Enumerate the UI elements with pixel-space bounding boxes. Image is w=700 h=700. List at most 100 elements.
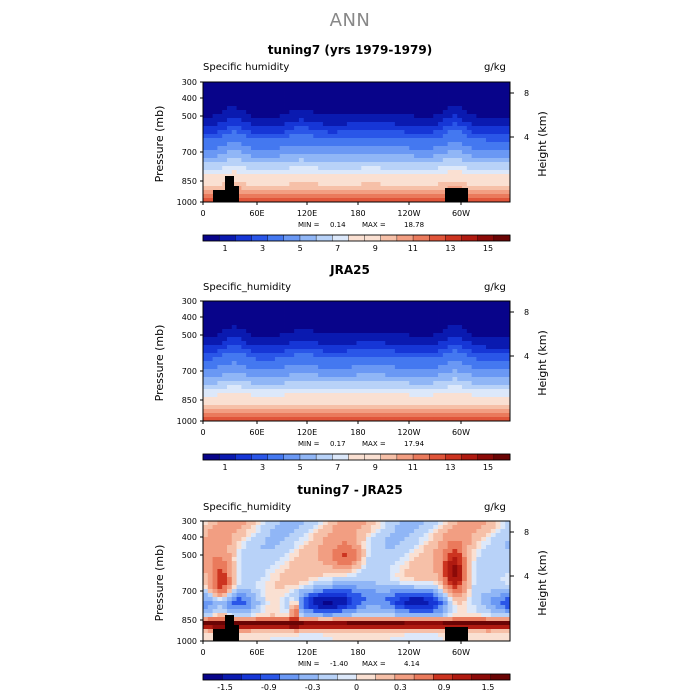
field-cell — [452, 94, 458, 99]
field-cell — [452, 357, 458, 362]
field-cell — [505, 114, 511, 119]
field-cell — [212, 106, 218, 111]
field-cell — [294, 389, 300, 394]
field-cell — [375, 337, 381, 342]
field-cell — [385, 305, 391, 310]
field-cell — [351, 126, 357, 131]
field-cell — [490, 357, 497, 362]
field-cell — [226, 361, 233, 366]
field-cell — [318, 521, 324, 526]
field-cell — [217, 186, 223, 191]
field-cell — [380, 317, 386, 322]
field-cell — [356, 126, 362, 131]
field-cell — [236, 134, 242, 139]
field-cell — [318, 389, 324, 394]
field-cell — [370, 198, 377, 203]
colorbar-label: 5 — [298, 463, 303, 472]
field-cell — [332, 537, 338, 542]
field-cell — [500, 329, 506, 334]
field-cell — [351, 345, 357, 350]
field-cell — [203, 409, 209, 414]
field-cell — [390, 170, 396, 175]
field-cell — [375, 150, 381, 155]
field-cell — [313, 170, 319, 175]
field-cell — [294, 385, 300, 390]
field-cell — [298, 537, 305, 542]
field-cell — [380, 86, 386, 91]
field-cell — [399, 305, 405, 310]
field-cell — [231, 134, 237, 139]
field-cell — [414, 405, 420, 410]
field-cell — [409, 170, 415, 175]
field-cell — [313, 102, 319, 107]
field-cell — [418, 397, 425, 402]
field-cell — [442, 529, 449, 534]
field-cell — [370, 389, 377, 394]
field-cell — [250, 561, 257, 566]
field-cell — [222, 118, 228, 123]
field-cell — [399, 321, 405, 326]
field-cell — [236, 409, 242, 414]
field-cell — [217, 397, 223, 402]
field-cell — [428, 301, 434, 306]
field-cell — [380, 94, 386, 99]
field-cell — [241, 381, 247, 386]
field-cell — [255, 102, 261, 107]
field-cell — [490, 365, 497, 370]
field-cell — [500, 577, 506, 582]
field-cell — [207, 349, 213, 354]
field-cell — [342, 557, 348, 562]
field-cell — [313, 409, 319, 414]
field-cell — [390, 301, 396, 306]
field-cell — [212, 537, 218, 542]
field-cell — [346, 333, 353, 338]
field-cell — [500, 194, 506, 199]
field-cell — [394, 329, 401, 334]
field-cell — [203, 537, 209, 542]
field-cell — [505, 405, 511, 410]
field-cell — [308, 158, 314, 163]
field-cell — [236, 114, 242, 119]
field-cell — [298, 102, 305, 107]
field-cell — [284, 541, 290, 546]
field-cell — [346, 545, 353, 550]
field-cell — [279, 142, 285, 147]
field-cell — [212, 549, 218, 554]
field-cell — [438, 349, 444, 354]
field-cell — [255, 417, 261, 422]
field-cell — [236, 345, 242, 350]
field-cell — [207, 405, 213, 410]
field-cell — [236, 138, 242, 143]
field-cell — [241, 361, 247, 366]
field-cell — [236, 385, 242, 390]
field-cell — [231, 154, 237, 159]
field-cell — [241, 146, 247, 151]
field-cell — [250, 102, 257, 107]
field-cell — [394, 98, 401, 103]
field-cell — [222, 345, 228, 350]
field-cell — [274, 377, 281, 382]
max-label: MAX = — [362, 221, 386, 229]
field-cell — [442, 417, 449, 422]
field-cell — [284, 525, 290, 530]
field-cell — [298, 409, 305, 414]
field-cell — [207, 102, 213, 107]
field-cell — [294, 158, 300, 163]
field-cell — [298, 106, 305, 111]
field-cell — [481, 533, 487, 538]
field-cell — [356, 301, 362, 306]
field-cell — [289, 166, 295, 171]
field-cell — [289, 102, 295, 107]
field-cell — [418, 86, 425, 91]
field-cell — [337, 325, 343, 330]
field-cell — [294, 305, 300, 310]
field-cell — [457, 138, 463, 143]
field-cell — [409, 401, 415, 406]
field-cell — [481, 561, 487, 566]
field-cell — [385, 381, 391, 386]
field-cell — [327, 545, 333, 550]
field-cell — [423, 301, 429, 306]
field-cell — [279, 130, 285, 135]
field-cell — [337, 154, 343, 159]
field-cell — [481, 345, 487, 350]
